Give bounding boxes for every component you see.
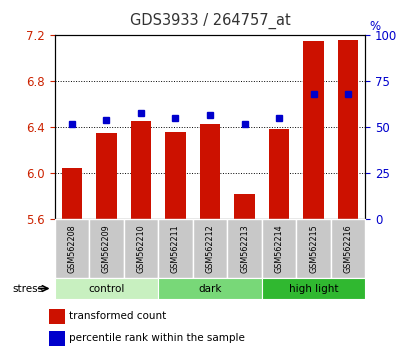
- Bar: [89, 219, 123, 278]
- Bar: [262, 219, 297, 278]
- Bar: [158, 219, 193, 278]
- Bar: [331, 219, 365, 278]
- Text: %: %: [370, 19, 381, 33]
- Text: GSM562210: GSM562210: [136, 224, 145, 273]
- Text: high light: high light: [289, 284, 339, 293]
- Bar: [55, 278, 158, 299]
- Bar: [131, 120, 151, 219]
- Text: control: control: [88, 284, 125, 293]
- Bar: [61, 168, 82, 219]
- Text: GSM562213: GSM562213: [240, 224, 249, 273]
- Bar: [227, 219, 262, 278]
- Bar: [49, 309, 65, 324]
- Bar: [158, 278, 262, 299]
- Text: GSM562211: GSM562211: [171, 224, 180, 273]
- Bar: [262, 278, 365, 299]
- Bar: [297, 219, 331, 278]
- Bar: [55, 219, 89, 278]
- Text: GDS3933 / 264757_at: GDS3933 / 264757_at: [130, 12, 290, 29]
- Bar: [200, 124, 221, 219]
- Bar: [338, 40, 359, 219]
- Text: stress: stress: [13, 284, 44, 294]
- Bar: [96, 133, 117, 219]
- Text: GSM562212: GSM562212: [205, 224, 215, 273]
- Text: GSM562208: GSM562208: [67, 224, 76, 273]
- Text: transformed count: transformed count: [69, 312, 166, 321]
- Text: percentile rank within the sample: percentile rank within the sample: [69, 333, 244, 343]
- Bar: [234, 194, 255, 219]
- Text: GSM562209: GSM562209: [102, 224, 111, 273]
- Text: dark: dark: [198, 284, 222, 293]
- Text: GSM562214: GSM562214: [275, 224, 284, 273]
- Bar: [49, 331, 65, 346]
- Bar: [165, 132, 186, 219]
- Text: GSM562215: GSM562215: [309, 224, 318, 273]
- Bar: [303, 41, 324, 219]
- Bar: [193, 219, 227, 278]
- Bar: [269, 129, 289, 219]
- Text: GSM562216: GSM562216: [344, 224, 353, 273]
- Bar: [123, 219, 158, 278]
